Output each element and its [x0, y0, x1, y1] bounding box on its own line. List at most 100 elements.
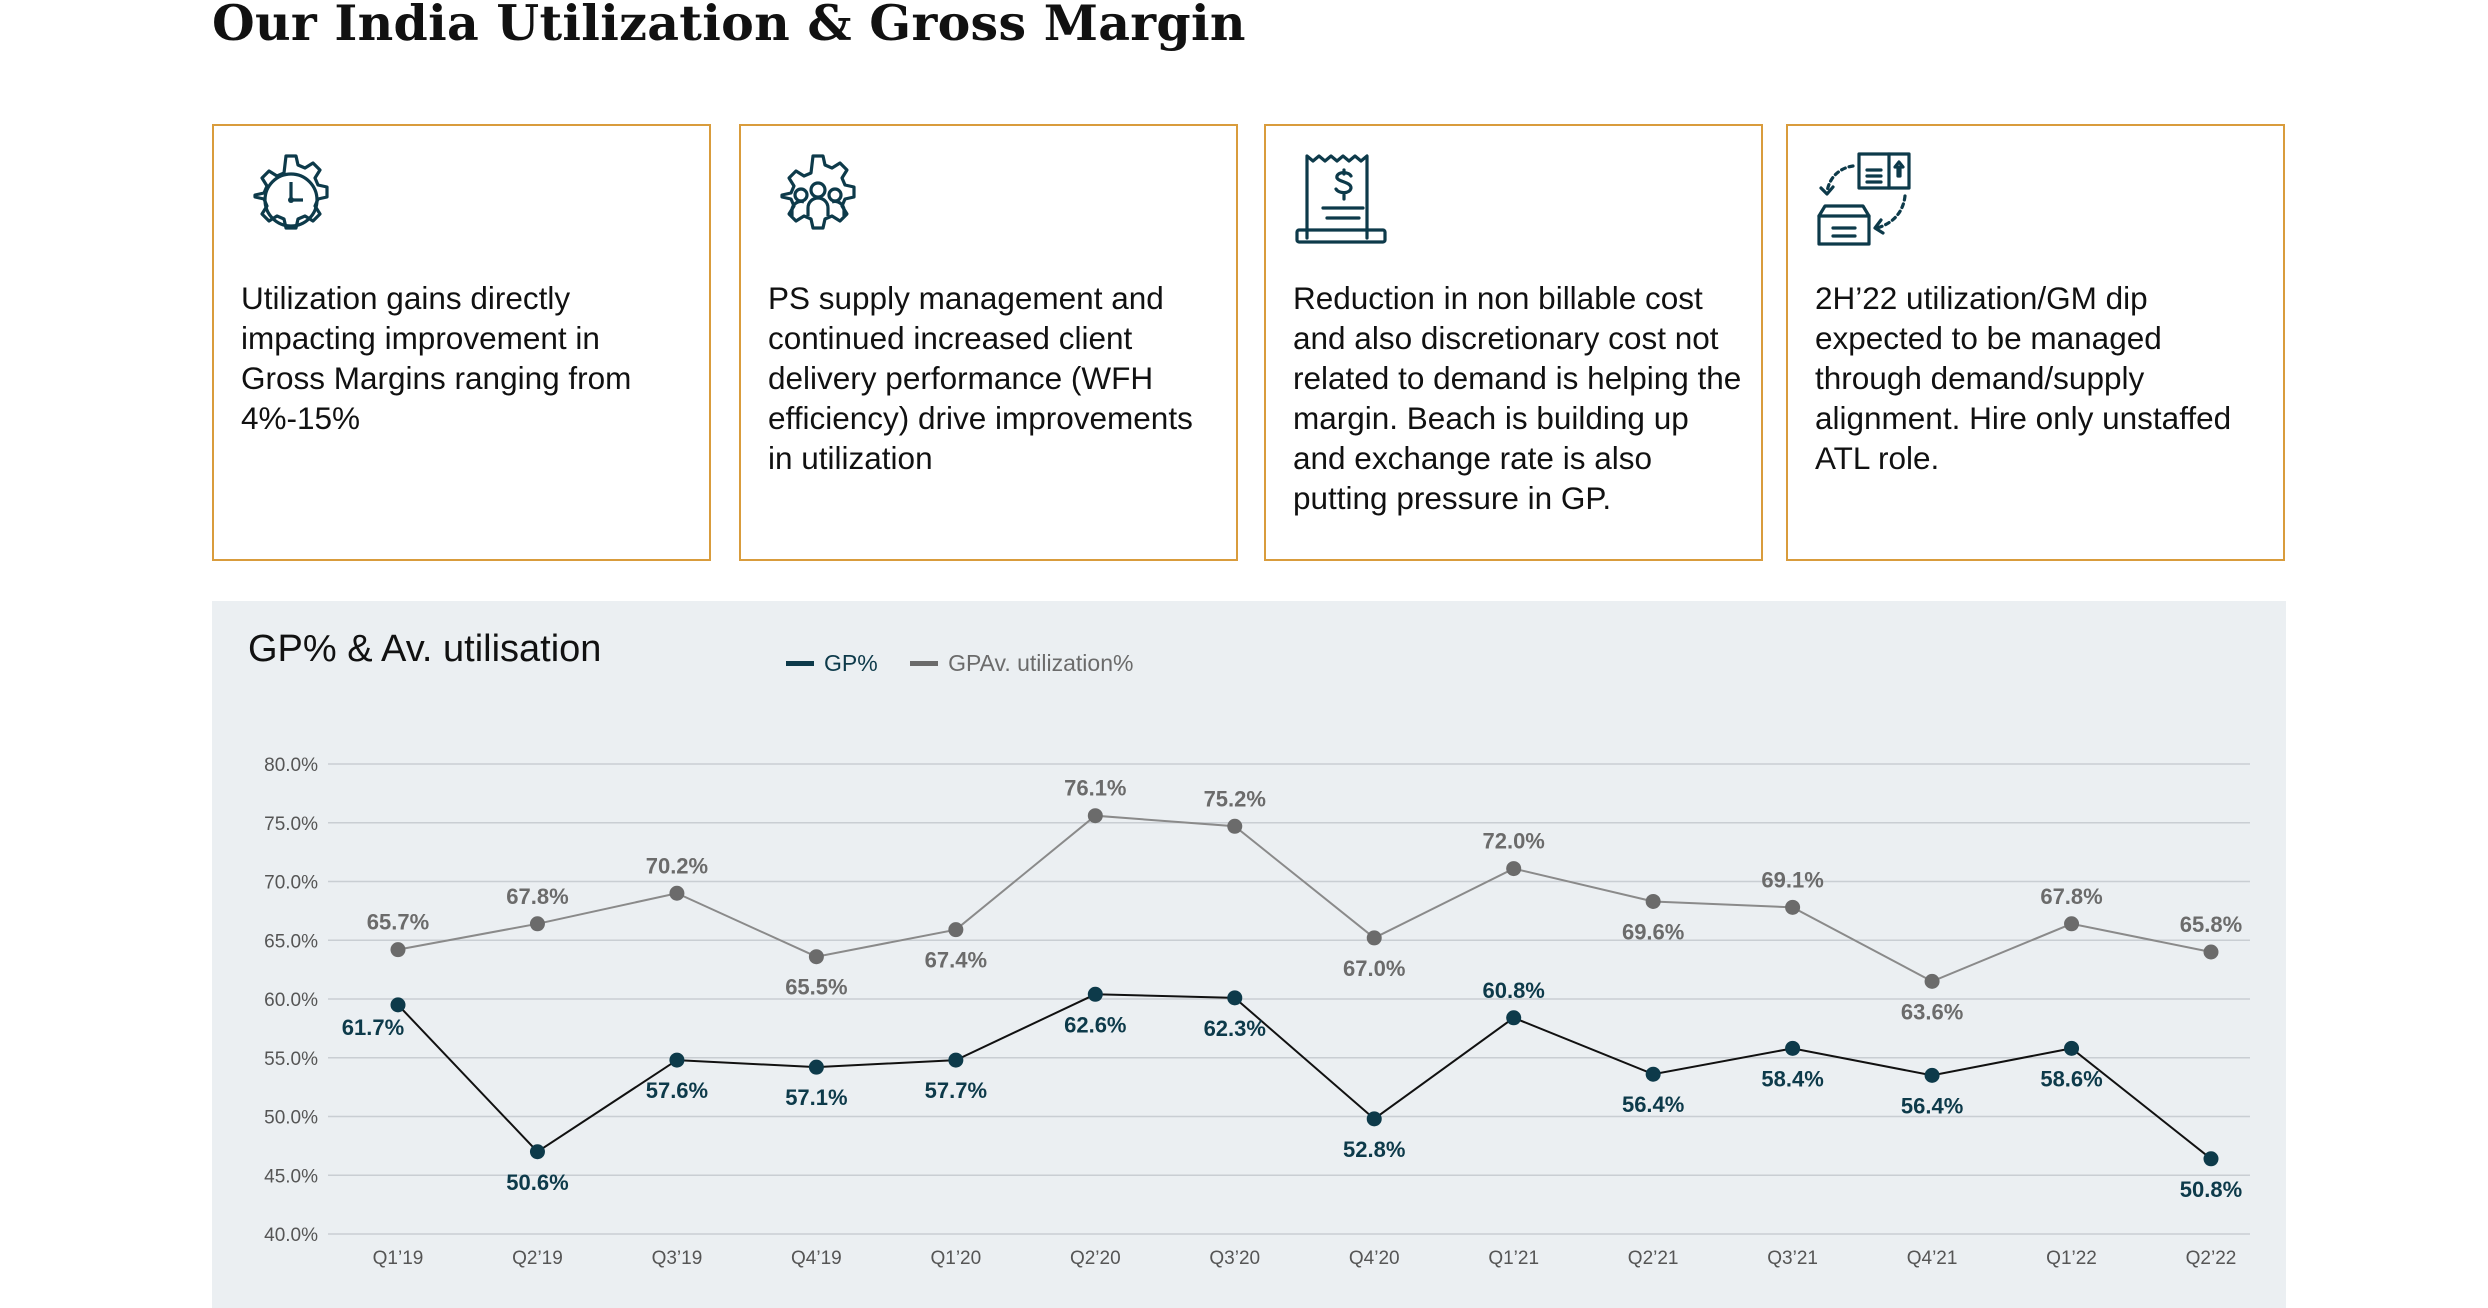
data-point-gp — [669, 1052, 685, 1068]
x-tick-label: Q2’20 — [1070, 1248, 1121, 1269]
data-label-gp: 58.6% — [2040, 1066, 2102, 1091]
x-tick-label: Q3’20 — [1209, 1248, 1260, 1269]
receipt-dollar-icon — [1295, 154, 1387, 244]
data-point-gp — [1924, 1067, 1940, 1083]
card-text: Reduction in non billable cost and also … — [1293, 280, 1742, 516]
data-point-utilization — [1366, 930, 1382, 946]
boxes-cycle-icon — [1817, 152, 1911, 246]
data-point-gp — [948, 1052, 964, 1068]
chart-title: GP% & Av. utilisation — [248, 628, 602, 670]
x-tick-label: Q1’20 — [930, 1248, 981, 1269]
data-label-utilization: 65.8% — [2180, 912, 2242, 937]
legend-item-utilization[interactable]: GPAv. utilization% — [910, 650, 1133, 677]
legend-swatch-utilization — [910, 661, 939, 666]
data-point-gp — [2064, 1040, 2080, 1056]
data-point-utilization — [1924, 973, 1940, 989]
y-tick-label: 75.0% — [264, 814, 318, 835]
data-label-utilization: 69.1% — [1761, 867, 1823, 892]
y-tick-label: 80.0% — [264, 755, 318, 776]
data-point-utilization — [808, 949, 824, 965]
data-label-utilization: 65.5% — [785, 975, 847, 1000]
data-point-utilization — [529, 916, 545, 932]
card-text: 2H’22 utilization/GM dip expected to be … — [1815, 280, 2232, 476]
data-point-gp — [1087, 986, 1103, 1002]
data-label-gp: 52.8% — [1343, 1137, 1405, 1162]
data-label-gp: 56.4% — [1901, 1093, 1963, 1118]
x-tick-label: Q4’20 — [1349, 1248, 1400, 1269]
data-label-gp: 57.6% — [646, 1078, 708, 1103]
series-line-utilization — [397, 814, 2212, 983]
x-tick-label: Q4’19 — [791, 1248, 842, 1269]
data-point-gp — [390, 997, 406, 1013]
data-point-utilization — [2064, 916, 2080, 932]
data-label-gp: 56.4% — [1622, 1092, 1684, 1117]
data-label-utilization: 67.4% — [925, 948, 987, 973]
data-label-utilization: 69.6% — [1622, 919, 1684, 944]
data-point-utilization — [1227, 818, 1243, 834]
data-point-utilization — [1785, 899, 1801, 915]
data-label-gp: 57.1% — [785, 1085, 847, 1110]
y-tick-label: 60.0% — [264, 990, 318, 1011]
card-text: Utilization gains directly impacting imp… — [241, 280, 632, 436]
data-label-utilization: 70.2% — [646, 853, 708, 878]
data-label-utilization: 67.8% — [2040, 884, 2102, 909]
data-point-utilization — [390, 942, 406, 958]
people-gear-icon — [780, 154, 856, 230]
data-label-gp: 50.6% — [506, 1170, 568, 1195]
series-line-gp — [397, 993, 2212, 1160]
x-tick-label: Q2’21 — [1628, 1248, 1679, 1269]
line-chart: 40.0% 45.0% 50.0% 55.0% 60.0% 65.0% 70.0% 75.0%… — [264, 755, 2250, 1269]
data-point-utilization — [2203, 944, 2219, 960]
info-card-supply: PS supply management and continued incre… — [739, 124, 1238, 561]
data-label-gp: 60.8% — [1482, 978, 1544, 1003]
legend-item-gp[interactable]: GP% — [786, 650, 878, 677]
legend-swatch-gp — [786, 661, 814, 666]
data-point-gp — [1785, 1040, 1801, 1056]
clock-gear-icon — [253, 154, 329, 230]
data-point-gp — [1227, 990, 1243, 1006]
data-label-gp: 50.8% — [2180, 1177, 2242, 1202]
data-point-gp — [529, 1144, 545, 1160]
info-card-utilization: Utilization gains directly impacting imp… — [212, 124, 711, 561]
y-tick-label: 40.0% — [264, 1225, 318, 1246]
x-tick-label: Q3’19 — [652, 1248, 703, 1269]
data-label-utilization: 65.7% — [367, 910, 429, 935]
data-point-utilization — [1506, 861, 1522, 877]
legend-label-utilization: GPAv. utilization% — [948, 650, 1134, 676]
legend-label-gp: GP% — [824, 650, 878, 676]
y-tick-label: 65.0% — [264, 931, 318, 952]
data-label-utilization: 63.6% — [1901, 999, 1963, 1024]
x-tick-label: Q1’19 — [373, 1248, 424, 1269]
data-point-gp — [1506, 1010, 1522, 1026]
data-label-gp: 62.3% — [1204, 1016, 1266, 1041]
data-label-gp: 62.6% — [1064, 1012, 1126, 1037]
y-tick-label: 55.0% — [264, 1049, 318, 1070]
chart-legend: GP% GPAv. utilization% — [786, 645, 1159, 677]
x-tick-label: Q4’21 — [1907, 1248, 1958, 1269]
data-point-utilization — [948, 922, 964, 938]
x-tick-label: Q1’21 — [1488, 1248, 1539, 1269]
data-point-gp — [808, 1059, 824, 1075]
data-point-gp — [1645, 1066, 1661, 1082]
data-label-gp: 58.4% — [1761, 1066, 1823, 1091]
info-card-outlook: 2H’22 utilization/GM dip expected to be … — [1786, 124, 2285, 561]
card-text: PS supply management and continued incre… — [768, 280, 1193, 476]
data-label-utilization: 72.0% — [1482, 829, 1544, 854]
y-tick-label: 70.0% — [264, 873, 318, 894]
info-card-cost: Reduction in non billable cost and also … — [1264, 124, 1763, 561]
chart-panel: GP% & Av. utilisation GP% GPAv. utilizat… — [212, 601, 2286, 1308]
data-point-utilization — [1087, 808, 1103, 824]
data-label-utilization: 76.1% — [1064, 776, 1126, 801]
x-tick-label: Q3’21 — [1767, 1248, 1818, 1269]
data-label-utilization: 67.8% — [506, 884, 568, 909]
page-title: Our India Utilization & Gross Margin — [212, 0, 1246, 52]
x-tick-label: Q2’22 — [2186, 1248, 2237, 1269]
data-point-utilization — [669, 885, 685, 901]
data-point-gp — [2203, 1151, 2219, 1167]
y-tick-label: 50.0% — [264, 1108, 318, 1129]
data-point-gp — [1366, 1111, 1382, 1127]
x-tick-label: Q2’19 — [512, 1248, 563, 1269]
data-point-utilization — [1645, 893, 1661, 909]
y-tick-label: 45.0% — [264, 1166, 318, 1187]
data-label-utilization: 75.2% — [1204, 786, 1266, 811]
